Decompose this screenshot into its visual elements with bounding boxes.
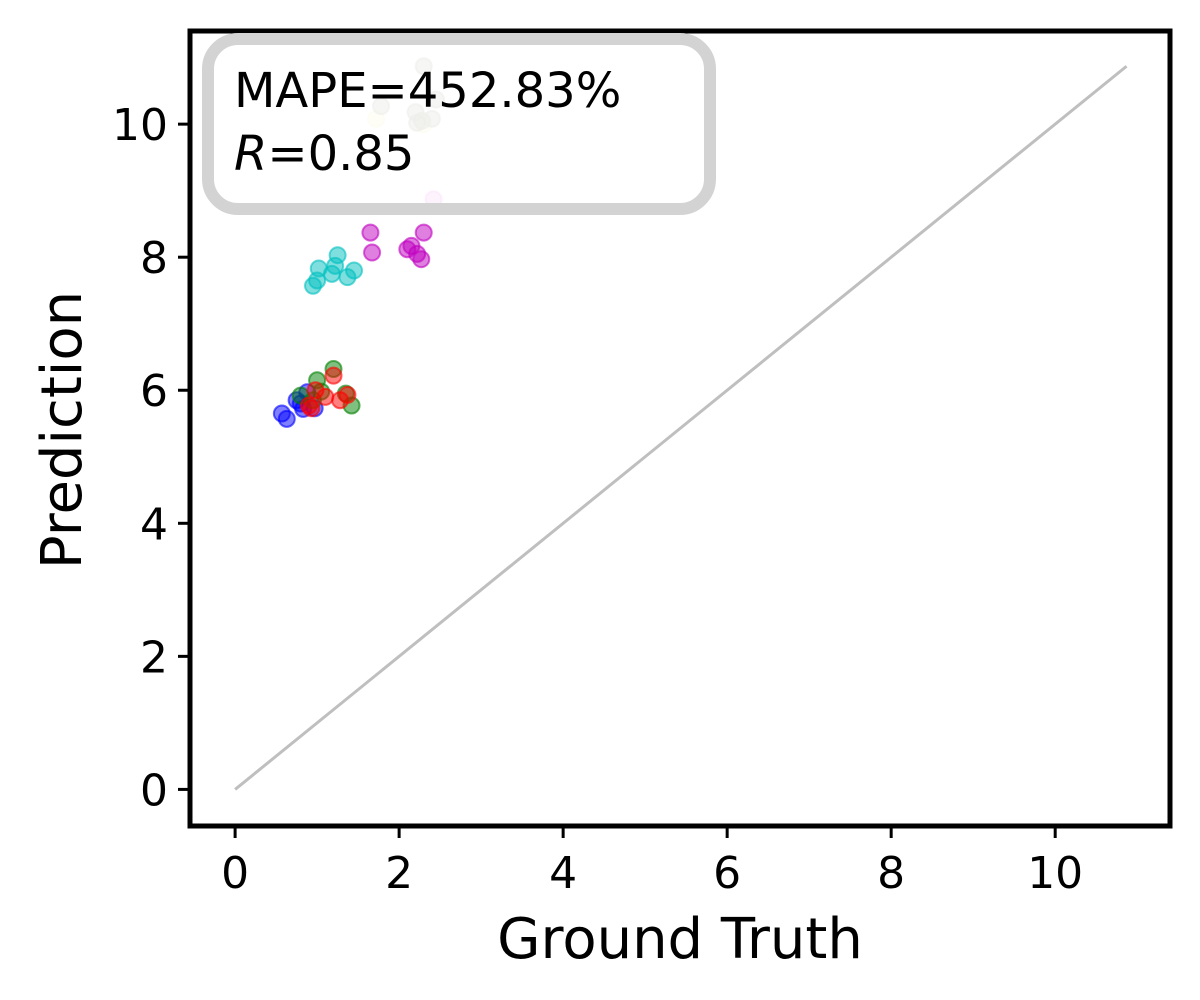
y-tick-label: 10 bbox=[112, 100, 168, 151]
plot-frame bbox=[187, 28, 1173, 829]
chart-ticks: 0 2 4 6 8 10 0 2 4 6 8 10 bbox=[112, 100, 1083, 899]
data-point bbox=[414, 223, 433, 242]
x-tick-label: 4 bbox=[549, 848, 577, 899]
r-symbol: R bbox=[234, 126, 267, 182]
data-point bbox=[316, 387, 335, 406]
x-tick-label: 2 bbox=[385, 848, 413, 899]
data-point bbox=[338, 385, 357, 404]
x-tick-label: 6 bbox=[713, 848, 741, 899]
x-tick-label: 0 bbox=[221, 848, 249, 899]
data-point bbox=[324, 366, 343, 385]
data-point bbox=[302, 399, 321, 418]
mape-label: MAPE=452.83% bbox=[234, 63, 621, 119]
data-point bbox=[363, 243, 382, 262]
stats-box bbox=[202, 33, 716, 215]
x-tick-label: 8 bbox=[877, 848, 905, 899]
data-point bbox=[328, 246, 347, 265]
data-point bbox=[361, 223, 380, 242]
r-label: R=0.85 bbox=[234, 126, 414, 182]
data-point bbox=[345, 261, 364, 280]
x-axis-label: Ground Truth bbox=[497, 907, 863, 972]
y-axis-label: Prediction bbox=[30, 291, 95, 569]
identity-line bbox=[234, 65, 1128, 791]
y-tick-label: 2 bbox=[140, 632, 168, 683]
y-tick-label: 8 bbox=[140, 233, 168, 284]
data-point bbox=[412, 250, 431, 269]
x-tick-label: 10 bbox=[1027, 848, 1083, 899]
y-tick-label: 6 bbox=[140, 366, 168, 417]
r-value: =0.85 bbox=[267, 126, 414, 182]
y-tick-label: 4 bbox=[140, 499, 168, 550]
data-point bbox=[277, 409, 296, 428]
y-tick-label: 0 bbox=[140, 765, 168, 816]
stats-annotation: MAPE=452.83% R=0.85 bbox=[202, 33, 716, 215]
